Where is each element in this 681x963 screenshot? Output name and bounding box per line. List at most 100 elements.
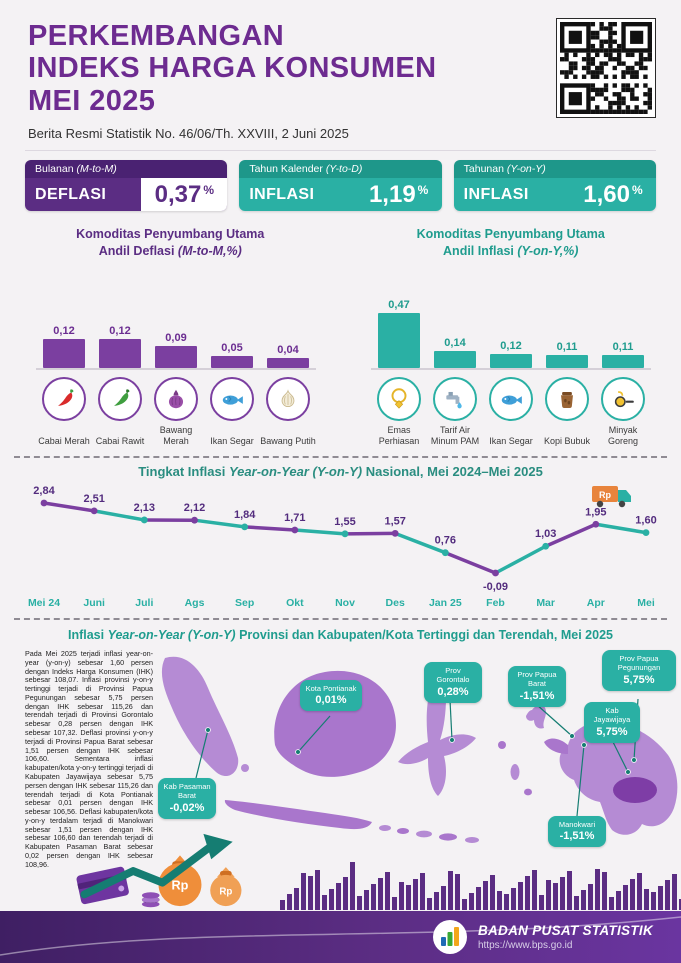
callout-prov-gorontalo: Prov Gorontalo 0,28%: [424, 662, 482, 703]
svg-text:2,84: 2,84: [33, 485, 55, 497]
stat-card-type: DEFLASI: [35, 185, 107, 203]
national-inflation-line-chart: 2,84 2,51 2,13 2,12 1,84 1,71 1,55 1,57 0,76 -0,0…: [28, 485, 657, 609]
stat-card-yoy: Tahunan (Y-on-Y) INFLASI 1,60%: [453, 160, 656, 211]
commodity-column: 0,04: [260, 294, 316, 368]
svg-text:1,84: 1,84: [234, 509, 256, 521]
callout-prov-papua-pegunungan: Prov Papua Pegunungan 5,75%: [602, 650, 676, 691]
footer-url[interactable]: https://www.bps.go.id: [477, 940, 573, 951]
commodity-label: Kopi Bubuk: [543, 435, 591, 446]
commodity-value: 0,09: [165, 332, 187, 344]
commodity-section-titles: Komoditas Penyumbang Utama Andil Deflasi…: [0, 226, 681, 260]
commodity-column: 0,05: [204, 294, 260, 368]
svg-text:1,95: 1,95: [585, 506, 606, 518]
commodity-value: 0,11: [556, 341, 578, 353]
stat-card-ytd: Tahun Kalender (Y-to-D) INFLASI 1,19%: [239, 160, 442, 211]
svg-text:Feb: Feb: [486, 597, 505, 609]
qr-code-pattern: [560, 22, 652, 114]
commodity-label: Ikan Segar: [489, 435, 533, 446]
stat-cards: Bulanan (M-to-M) DEFLASI 0,37% Tahun Kal…: [25, 160, 656, 211]
commodity-column: 0,09: [148, 294, 204, 368]
page-title: PERKEMBANGAN INDEKS HARGA KONSUMEN MEI 2…: [28, 20, 653, 117]
stat-card-type: INFLASI: [463, 185, 529, 203]
icon-row: [36, 377, 316, 421]
commodity-bar: [43, 339, 85, 368]
commodity-column: 0,11: [539, 294, 595, 368]
bar-row: 0,47 0,14 0,12 0,11 0,11: [371, 294, 651, 370]
dashed-divider: [14, 456, 667, 458]
qr-code: [556, 18, 656, 118]
deflasi-bar-chart: 0,12 0,12 0,09 0,05 0,04 Cabai Merah Cabai Raw…: [36, 294, 316, 447]
title-line-3: MEI 2025: [28, 84, 156, 117]
stat-card-period: Bulanan (M-to-M): [25, 160, 228, 178]
city-skyline: [280, 862, 681, 910]
label-row: Emas Perhiasan Tarif Air Minum PAM Ikan Se…: [371, 425, 651, 447]
commodity-column: 0,12: [36, 294, 92, 368]
commodity-value: 0,12: [500, 340, 522, 352]
commodity-bar: [546, 355, 588, 368]
bar-row: 0,12 0,12 0,09 0,05 0,04: [36, 294, 316, 370]
icon-row: [371, 377, 651, 421]
title-line-2: INDEKS HARGA KONSUMEN: [28, 52, 437, 85]
coffee-icon: [545, 377, 589, 421]
commodity-bar: [155, 346, 197, 368]
label-row: Cabai Merah Cabai Rawit Bawang Merah Ikan S…: [36, 425, 316, 447]
header: PERKEMBANGAN INDEKS HARGA KONSUMEN MEI 2…: [28, 20, 653, 141]
commodity-label: Tarif Air Minum PAM: [430, 425, 480, 446]
commodity-label: Cabai Rawit: [95, 435, 145, 446]
callout-kab-pasaman-barat: Kab Pasaman Barat -0,02%: [158, 778, 216, 819]
commodity-label: Ikan Segar: [210, 435, 254, 446]
money-growth-illustration: Rp Rp: [76, 833, 242, 908]
callout-kota-pontianak: Kota Pontianak 0,01%: [300, 680, 362, 712]
svg-text:Jan 25: Jan 25: [429, 597, 462, 609]
stat-card-value: 1,60%: [583, 180, 643, 208]
svg-text:Mei: Mei: [637, 597, 655, 609]
oil-icon: [601, 377, 645, 421]
truck-icon: Rp: [592, 486, 631, 508]
stat-card-value: 1,19%: [368, 180, 429, 208]
commodity-column: 0,14: [427, 294, 483, 368]
bps-logo: [432, 920, 467, 954]
inflasi-section-title: Komoditas Penyumbang Utama Andil Inflasi…: [416, 227, 605, 258]
gold-icon: [377, 377, 421, 421]
svg-text:Okt: Okt: [286, 597, 304, 609]
commodity-bar: [378, 313, 420, 368]
svg-text:Rp: Rp: [219, 886, 232, 897]
callout-prov-papua-barat: Prov Papua Barat -1,51%: [508, 666, 566, 707]
svg-text:0,76: 0,76: [435, 535, 456, 547]
commodity-value: 0,47: [388, 299, 410, 311]
commodity-column: 0,47: [371, 294, 427, 368]
narrative-text: Pada Mei 2025 terjadi inflasi year-on-ye…: [25, 650, 153, 869]
svg-text:1,03: 1,03: [535, 528, 556, 540]
svg-text:Rp: Rp: [599, 490, 611, 500]
callout-kab-jayawijaya: Kab Jayawijaya 5,75%: [584, 702, 640, 743]
footer: BADAN PUSAT STATISTIK https://www.bps.go…: [0, 911, 681, 963]
footer-org-name: BADAN PUSAT STATISTIK: [477, 923, 653, 938]
chili-red-icon: [42, 377, 86, 421]
onion-red-icon: [154, 377, 198, 421]
commodity-label: Emas Perhiasan: [378, 425, 420, 446]
svg-text:Mei 24: Mei 24: [28, 597, 60, 609]
svg-text:Ags: Ags: [185, 597, 205, 609]
stat-card-value: 0,37%: [141, 178, 228, 211]
commodity-value: 0,12: [53, 325, 75, 337]
svg-text:-0,09: -0,09: [483, 581, 508, 593]
commodity-bar: [211, 356, 253, 368]
commodity-bar: [99, 339, 141, 368]
money-bag-small-icon: Rp: [210, 867, 242, 907]
commodity-value: 0,04: [277, 344, 299, 356]
svg-text:Nov: Nov: [335, 597, 355, 609]
commodity-label: Cabai Merah: [38, 435, 90, 446]
callout-manokwari: Manokwari -1,51%: [548, 816, 606, 848]
stat-card-type: INFLASI: [249, 185, 315, 203]
stat-card-monthly: Bulanan (M-to-M) DEFLASI 0,37%: [25, 160, 228, 211]
svg-text:1,71: 1,71: [284, 512, 305, 524]
release-subtitle: Berita Resmi Statistik No. 46/06/Th. XXV…: [28, 126, 349, 142]
commodity-value: 0,11: [612, 341, 634, 353]
commodity-bars-row: 0,12 0,12 0,09 0,05 0,04 Cabai Merah Cabai Raw…: [36, 294, 651, 447]
inflasi-bar-chart: 0,47 0,14 0,12 0,11 0,11 Emas Perhiasan Tarif …: [371, 294, 651, 447]
svg-text:1,57: 1,57: [384, 515, 405, 527]
fish-icon: [210, 377, 254, 421]
svg-text:1,55: 1,55: [334, 516, 355, 528]
fish-icon: [489, 377, 533, 421]
svg-text:1,60: 1,60: [635, 515, 656, 527]
